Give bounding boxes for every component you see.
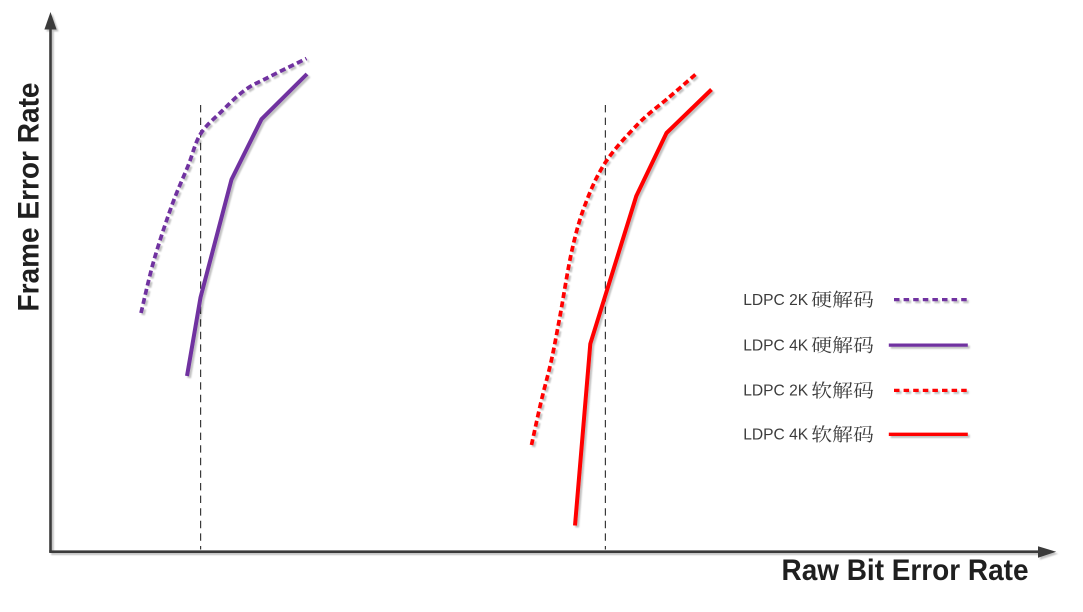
svg-text:LDPC 2K: LDPC 2K	[743, 383, 808, 400]
svg-text:LDPC 4K: LDPC 4K	[743, 337, 808, 354]
svg-text:Frame Error Rate: Frame Error Rate	[12, 83, 45, 312]
svg-text:Raw Bit Error Rate: Raw Bit Error Rate	[782, 554, 1029, 587]
svg-text:LDPC 2K: LDPC 2K	[743, 292, 808, 309]
svg-text:LDPC 4K: LDPC 4K	[743, 427, 808, 444]
